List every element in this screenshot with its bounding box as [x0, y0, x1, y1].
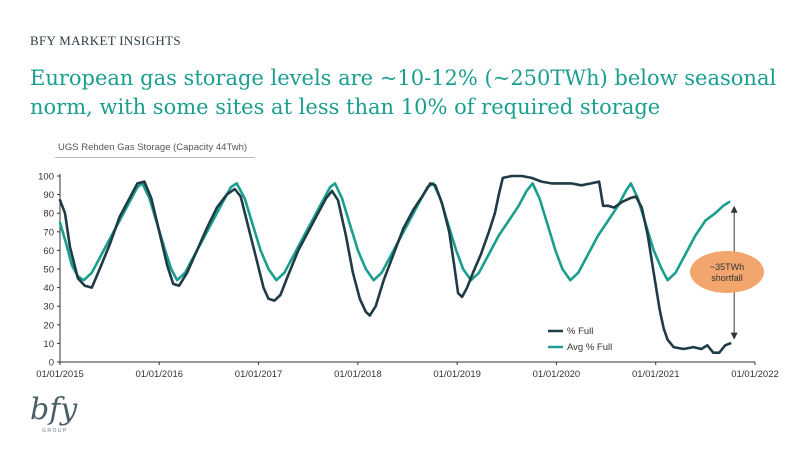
shortfall-callout-line2: shortfall	[711, 273, 743, 283]
shortfall-arrow-head-up	[730, 205, 738, 213]
brand-header: BFY MARKET INSIGHTS	[30, 33, 181, 48]
x-tick-label: 01/01/2020	[533, 369, 581, 380]
y-tick-label: 40	[43, 283, 54, 294]
y-tick-label: 100	[38, 172, 54, 183]
y-tick-label: 70	[43, 227, 54, 238]
headline: European gas storage levels are ~10-12% …	[30, 66, 777, 119]
logo-mark: bfy	[30, 392, 78, 427]
x-tick-label: 01/01/2016	[136, 369, 184, 380]
series-layer	[58, 174, 732, 354]
chart-tag-underline	[55, 157, 255, 158]
y-tick-label: 20	[43, 320, 54, 331]
y-tick-label: 80	[43, 209, 54, 220]
bfy-logo: bfy GROUP	[30, 392, 90, 438]
y-tick-label: 60	[43, 246, 54, 257]
x-tick-label: 01/01/2019	[433, 369, 481, 380]
x-tick-label: 01/01/2021	[632, 369, 680, 380]
x-tick-label: 01/01/2022	[731, 369, 779, 380]
y-tick-label: 10	[43, 339, 54, 350]
chart-tag: UGS Rehden Gas Storage (Capacity 44Twh)	[58, 142, 248, 153]
series-line-pct-full	[58, 174, 732, 354]
chart-axes: 0 10 20 30 40 50 60 70 80 90 100 01/01/2015 01/01/20…	[36, 172, 779, 381]
y-tick-label: 30	[43, 302, 54, 313]
shortfall-callout-line1: ~35TWh	[710, 262, 744, 272]
y-tick-label: 0	[49, 358, 54, 369]
shortfall-callout-bubble	[690, 251, 764, 293]
x-tick-label: 01/01/2018	[334, 369, 382, 380]
shortfall-annotation: ~35TWh shortfall	[690, 205, 764, 340]
y-tick-label: 90	[43, 190, 54, 201]
x-tick-label: 01/01/2015	[36, 369, 84, 380]
shortfall-arrow-head-down	[730, 332, 738, 340]
x-tick-label: 01/01/2017	[235, 369, 283, 380]
logo-sub: GROUP	[42, 428, 68, 434]
y-tick-label: 50	[43, 265, 54, 276]
chart-legend: % Full Avg % Full	[548, 326, 612, 353]
legend-label-pct-full: % Full	[567, 326, 593, 337]
legend-label-avg-full: Avg % Full	[567, 342, 612, 353]
